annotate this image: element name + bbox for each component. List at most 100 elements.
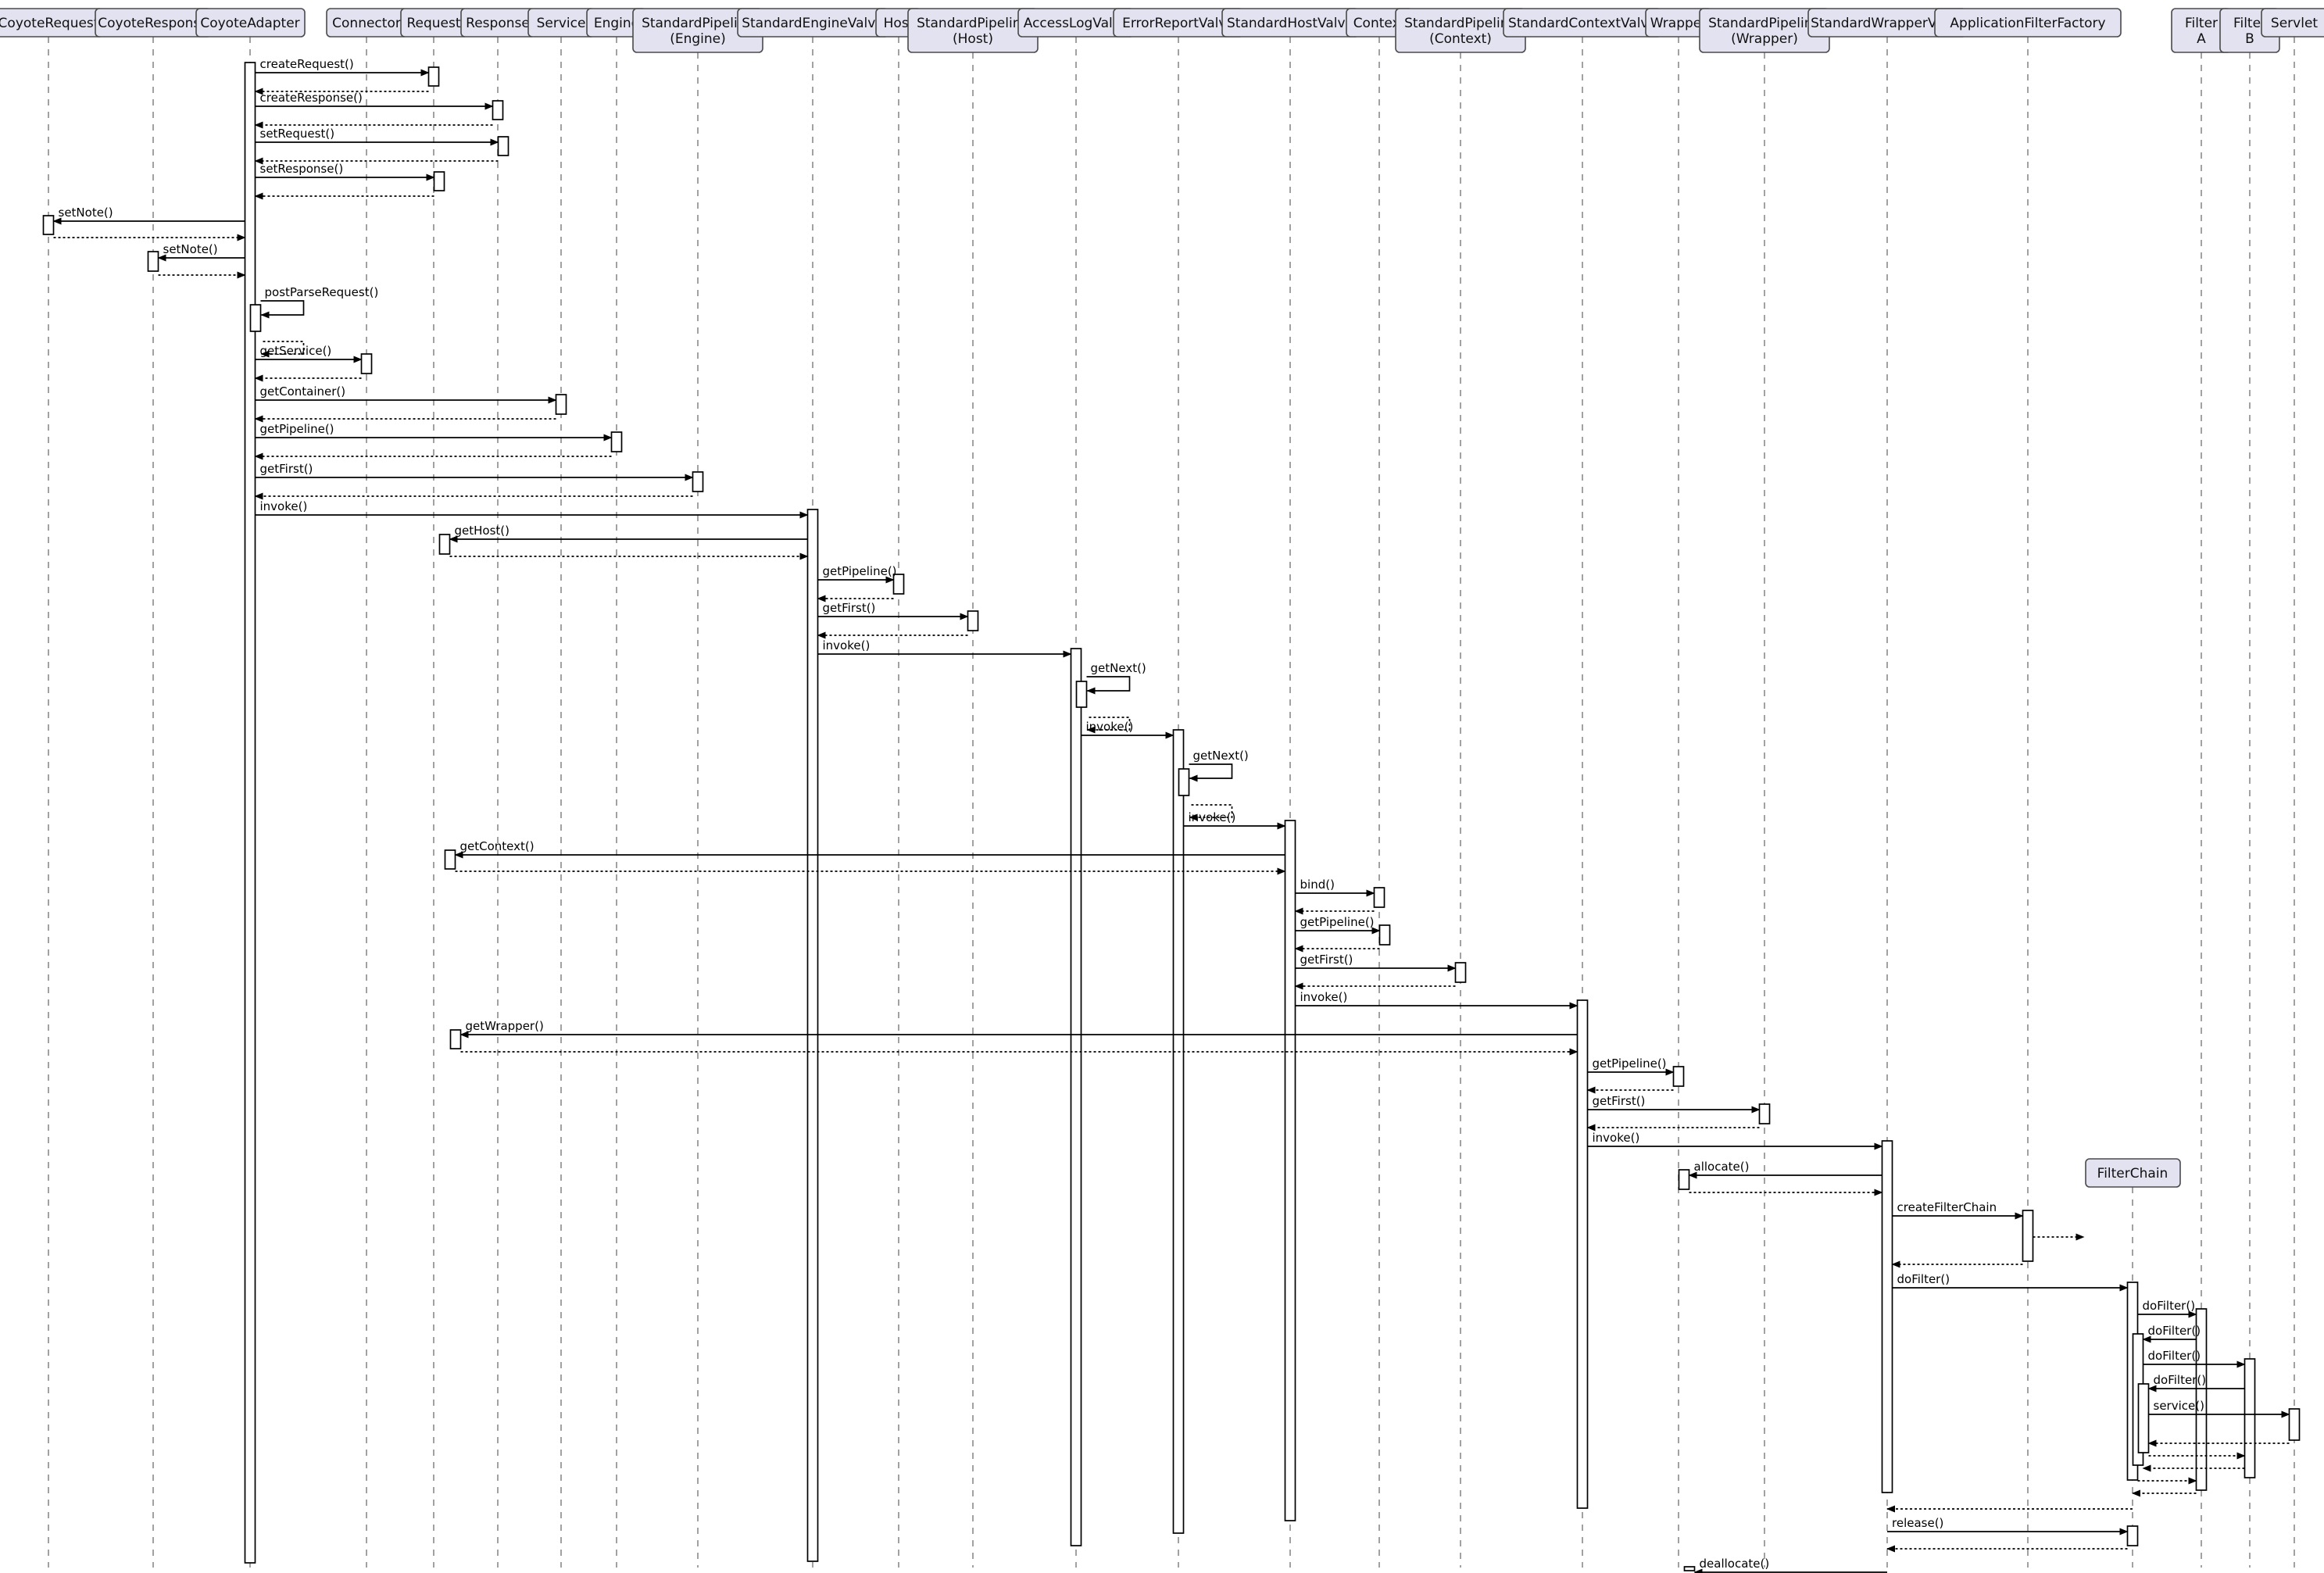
message-label: doFilter() xyxy=(2148,1349,2201,1363)
participant-hostValve[interactable]: StandardHostValve xyxy=(1221,8,1360,38)
participant-box[interactable] xyxy=(195,8,306,38)
participant-engine[interactable]: Engine xyxy=(586,8,647,38)
message-label: getNext() xyxy=(1193,749,1249,763)
participant-request[interactable]: Request xyxy=(400,8,468,38)
activation-bar xyxy=(2195,1308,2208,1491)
participant-label: Request xyxy=(406,16,460,31)
participant-label: Servlet xyxy=(2271,16,2318,31)
participant-servlet[interactable]: Servlet xyxy=(2261,8,2324,38)
participant-label: StandardPipeline xyxy=(1404,16,1517,31)
participant-label: StandardWrapperValve xyxy=(1811,16,1964,31)
participant-label: StandardHostValve xyxy=(1227,16,1353,31)
participant-label: StandardContextValve xyxy=(1508,16,1657,31)
self-call-arrow xyxy=(1189,763,1233,782)
message-label: createRequest() xyxy=(260,57,354,71)
activation-bar xyxy=(610,431,623,452)
participant-response[interactable]: Response xyxy=(460,8,535,38)
participant-label: Filter xyxy=(2233,16,2266,31)
self-call-arrow xyxy=(1086,676,1131,695)
participant-filterFactory[interactable]: ApplicationFilterFactory xyxy=(1934,8,2122,38)
participant-label: StandardEngineValve xyxy=(742,16,884,31)
activation-bar xyxy=(2244,1358,2256,1478)
message-label: invoke() xyxy=(1189,810,1236,824)
participant-filterChain[interactable]: FilterChain xyxy=(2085,1158,2181,1188)
participant-label: A xyxy=(2197,31,2206,47)
participant-wrapperValve[interactable]: StandardWrapperValve xyxy=(1807,8,1967,38)
participant-label: Wrapper xyxy=(1650,16,1707,31)
message-labels-layer: createRequest() createResponse() setReques… xyxy=(59,57,2207,1571)
message-label: getWrapper() xyxy=(466,1019,544,1033)
participant-label: Engine xyxy=(594,16,639,31)
participant-errorReportValve[interactable]: ErrorReportValve xyxy=(1113,8,1244,38)
participant-label: (Engine) xyxy=(670,31,726,47)
message-label: postParseRequest() xyxy=(265,285,379,299)
participant-label: AccessLogValve xyxy=(1024,16,1129,31)
participant-service[interactable]: Service xyxy=(527,8,595,38)
activation-bar xyxy=(438,534,451,555)
participant-label: (Wrapper) xyxy=(1731,31,1798,47)
activation-bar xyxy=(555,394,567,415)
message-label: invoke() xyxy=(823,638,871,652)
activation-bar xyxy=(1454,962,1467,983)
lifelines-layer xyxy=(48,37,2295,1568)
self-call-arrow xyxy=(260,300,305,319)
participant-box[interactable] xyxy=(1934,8,2122,38)
participant-box[interactable] xyxy=(2085,1158,2181,1188)
messages-layer xyxy=(52,69,2290,1573)
participant-contextValve[interactable]: StandardContextValve xyxy=(1503,8,1662,38)
self-return-arrow xyxy=(260,341,305,358)
activation-bar xyxy=(427,66,440,87)
activation-bar xyxy=(433,171,445,191)
message-label: getContainer() xyxy=(260,384,346,399)
participant-accessLogValve[interactable]: AccessLogValve xyxy=(1017,8,1135,38)
activation-bar xyxy=(2022,1210,2034,1262)
participant-pipelineWrapper[interactable]: StandardPipeline(Wrapper) xyxy=(1699,8,1830,53)
self-message xyxy=(260,300,305,358)
message-label: getFirst() xyxy=(1300,953,1353,967)
message-label: createFilterChain xyxy=(1897,1200,1997,1214)
participant-label: Host xyxy=(884,16,914,31)
activation-bar xyxy=(1881,1140,1893,1493)
activation-bar xyxy=(1576,999,1589,1509)
participant-label: Response xyxy=(466,16,530,31)
participant-label: (Host) xyxy=(953,31,993,47)
activation-bar xyxy=(1284,820,1296,1521)
participant-wrapper[interactable]: Wrapper xyxy=(1645,8,1713,38)
participant-pipelineContext[interactable]: StandardPipeline(Context) xyxy=(1395,8,1526,53)
message-label: getContext() xyxy=(460,839,535,853)
activation-bar xyxy=(967,610,979,631)
self-message xyxy=(1086,676,1131,734)
message-label: release() xyxy=(1892,1516,1943,1530)
self-return-arrow xyxy=(1189,804,1233,821)
participant-engineValve[interactable]: StandardEngineValve xyxy=(737,8,889,38)
message-label: getHost() xyxy=(455,524,510,538)
participant-coyoteRequest[interactable]: CoyoteRequest xyxy=(0,8,104,38)
activation-bar xyxy=(449,1029,462,1049)
message-label: setNote() xyxy=(163,242,218,256)
self-return-arrow xyxy=(1086,717,1131,734)
message-label: invoke() xyxy=(1300,990,1348,1004)
message-label: getFirst() xyxy=(260,462,313,476)
activation-bar xyxy=(806,509,819,1562)
participant-connector[interactable]: Connector xyxy=(326,8,408,38)
participant-label: ErrorReportValve xyxy=(1122,16,1235,31)
activation-bar xyxy=(1070,648,1082,1546)
activation-bar xyxy=(147,251,159,272)
message-label: getFirst() xyxy=(823,601,876,615)
participant-coyoteResponse[interactable]: CoyoteResponse xyxy=(95,8,212,38)
participant-label: ApplicationFilterFactory xyxy=(1950,16,2105,31)
message-label: doFilter() xyxy=(2148,1324,2201,1338)
participant-label: CoyoteResponse xyxy=(98,16,209,31)
message-label: getService() xyxy=(260,344,332,358)
participant-label: (Context) xyxy=(1429,31,1492,47)
message-label: getFirst() xyxy=(1593,1094,1646,1108)
message-label: getPipeline() xyxy=(1300,915,1375,929)
participant-box[interactable] xyxy=(2261,8,2324,38)
activation-bar xyxy=(444,849,456,870)
participant-coyoteAdapter[interactable]: CoyoteAdapter xyxy=(195,8,306,38)
message-label: setResponse() xyxy=(260,162,344,176)
activation-bar xyxy=(1178,768,1190,796)
message-label: createResponse() xyxy=(260,91,363,105)
